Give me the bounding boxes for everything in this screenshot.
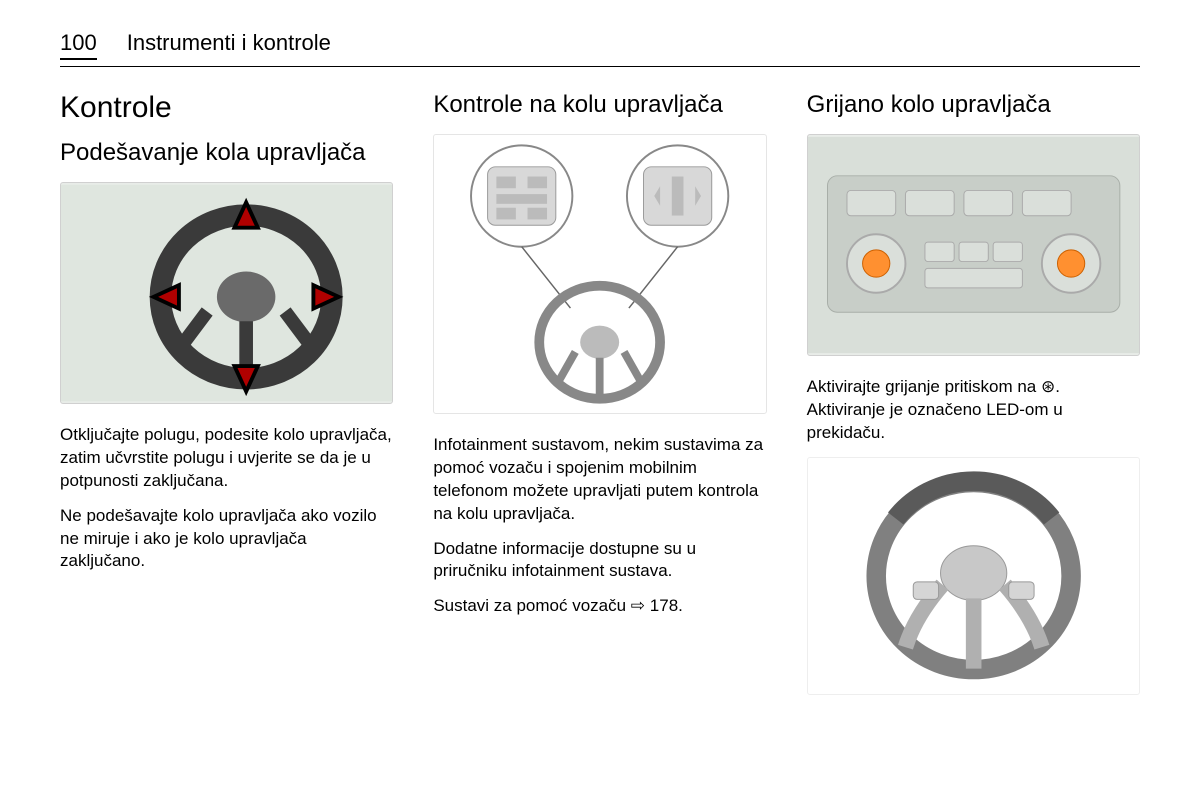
paragraph: Otključajte polugu, podesite kolo upravl…: [60, 424, 393, 493]
paragraph: Sustavi za pomoć vozaču ⇨ 178.: [433, 595, 766, 618]
column-2: Kontrole na kolu upravljača: [433, 91, 766, 715]
figure-climate-panel: [807, 134, 1140, 356]
page-number: 100: [60, 30, 97, 60]
paragraph: Ne podešavajte kolo upravljača ako vozil…: [60, 505, 393, 574]
content-columns: Kontrole Podešavanje kola upravljača Otk…: [60, 91, 1140, 715]
chapter-title: Instrumenti i kontrole: [127, 30, 331, 56]
subheading-kontrole-kolu: Kontrole na kolu upravljača: [433, 91, 766, 120]
paragraph: Aktivirajte grijanje pritiskom na ⊛. Akt…: [807, 376, 1140, 445]
column-1: Kontrole Podešavanje kola upravljača Otk…: [60, 91, 393, 715]
subheading-grijano: Grijano kolo upravljača: [807, 91, 1140, 120]
steering-wheel-icon: [808, 458, 1139, 694]
figure-steering-wheel: [807, 457, 1140, 695]
figure-steering-adjust: [60, 182, 393, 404]
wheel-controls-icon: [434, 135, 765, 413]
paragraph: Infotainment sustavom, nekim sustavima z…: [433, 434, 766, 526]
figure-wheel-controls: [433, 134, 766, 414]
page-header: 100 Instrumenti i kontrole: [60, 30, 1140, 67]
column-3: Grijano kolo upravljača Aktivirajte grij…: [807, 91, 1140, 715]
section-heading-kontrole: Kontrole: [60, 91, 393, 125]
steering-adjust-icon: [61, 183, 392, 403]
paragraph: Dodatne informacije dostupne su u priruč…: [433, 538, 766, 584]
climate-panel-icon: [808, 135, 1139, 355]
subheading-podesavanje: Podešavanje kola upravljača: [60, 139, 393, 168]
